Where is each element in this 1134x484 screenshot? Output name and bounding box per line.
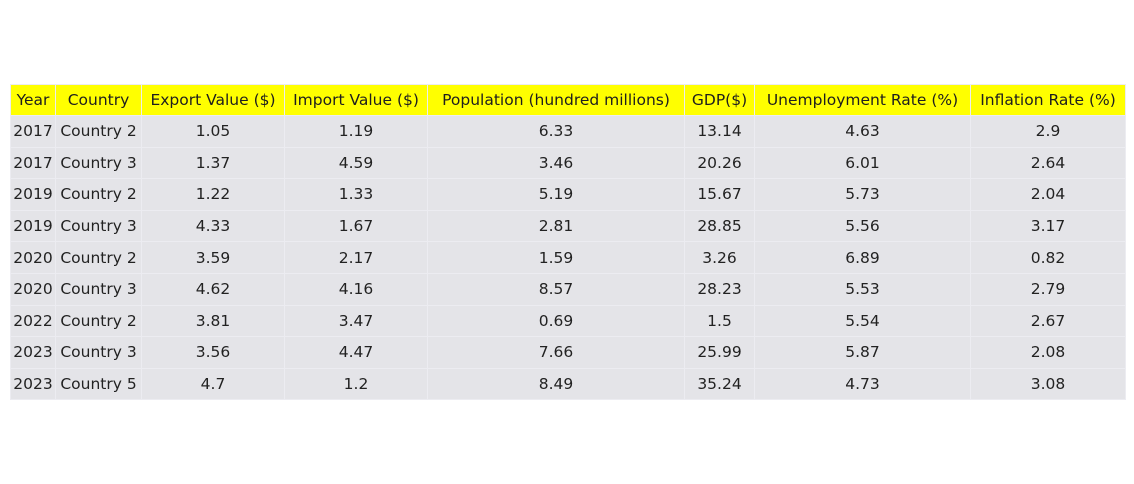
table-row: 2017 Country 2 1.05 1.19 6.33 13.14 4.63 2.9 <box>10 115 1126 148</box>
table-cell-export-value: 1.22 <box>141 178 285 211</box>
table-cell-population-hundred-millions: 2.81 <box>427 209 685 243</box>
table-cell-gdp: 28.23 <box>684 272 755 306</box>
table-cell-inflation-rate: 2.79 <box>970 272 1126 306</box>
column-header-unemployment-rate: Unemployment Rate (%) <box>754 84 971 116</box>
table-cell-export-value: 1.37 <box>141 146 285 180</box>
table-cell-unemployment-rate: 5.56 <box>754 209 971 243</box>
table-header-row: Year Country Export Value ($) Import Value … <box>10 84 1126 116</box>
table-cell-population-hundred-millions: 8.49 <box>427 367 685 401</box>
table-cell-country: Country 3 <box>55 209 142 243</box>
table-cell-country: Country 2 <box>55 115 142 148</box>
table-cell-country: Country 2 <box>55 241 142 274</box>
table-cell-year: 2023 <box>10 336 56 369</box>
table-cell-inflation-rate: 2.64 <box>970 146 1126 180</box>
table-cell-population-hundred-millions: 5.19 <box>427 178 685 211</box>
table-cell-gdp: 1.5 <box>684 304 755 338</box>
table-cell-gdp: 35.24 <box>684 367 755 401</box>
table-cell-population-hundred-millions: 3.46 <box>427 146 685 180</box>
table-cell-gdp: 28.85 <box>684 209 755 243</box>
table-cell-unemployment-rate: 4.73 <box>754 367 971 401</box>
column-header-gdp: GDP($) <box>684 84 755 116</box>
data-table: Year Country Export Value ($) Import Value … <box>10 84 1126 401</box>
table-cell-inflation-rate: 3.08 <box>970 367 1126 401</box>
table-cell-export-value: 4.7 <box>141 367 285 401</box>
table-cell-year: 2022 <box>10 304 56 338</box>
table-cell-import-value: 1.2 <box>284 367 428 401</box>
table-cell-population-hundred-millions: 7.66 <box>427 336 685 369</box>
table-cell-export-value: 4.33 <box>141 209 285 243</box>
table-cell-unemployment-rate: 6.01 <box>754 146 971 180</box>
table-cell-year: 2017 <box>10 115 56 148</box>
table-cell-import-value: 1.33 <box>284 178 428 211</box>
table-cell-import-value: 1.67 <box>284 209 428 243</box>
table-row: 2020 Country 3 4.62 4.16 8.57 28.23 5.53 2.79 <box>10 272 1126 306</box>
table-cell-population-hundred-millions: 6.33 <box>427 115 685 148</box>
table-row: 2020 Country 2 3.59 2.17 1.59 3.26 6.89 0.82 <box>10 241 1126 274</box>
column-header-year: Year <box>10 84 56 116</box>
table-cell-population-hundred-millions: 1.59 <box>427 241 685 274</box>
column-header-population-hundred-millions: Population (hundred millions) <box>427 84 685 116</box>
table-cell-year: 2019 <box>10 178 56 211</box>
table-cell-export-value: 4.62 <box>141 272 285 306</box>
table-cell-unemployment-rate: 5.53 <box>754 272 971 306</box>
table-cell-import-value: 1.19 <box>284 115 428 148</box>
table-cell-country: Country 3 <box>55 336 142 369</box>
table-cell-import-value: 4.16 <box>284 272 428 306</box>
table-cell-export-value: 3.81 <box>141 304 285 338</box>
table-row: 2019 Country 3 4.33 1.67 2.81 28.85 5.56 3.17 <box>10 209 1126 243</box>
table-cell-export-value: 1.05 <box>141 115 285 148</box>
column-header-country: Country <box>55 84 142 116</box>
table-cell-import-value: 3.47 <box>284 304 428 338</box>
table-cell-unemployment-rate: 4.63 <box>754 115 971 148</box>
table-cell-inflation-rate: 2.08 <box>970 336 1126 369</box>
table-cell-country: Country 3 <box>55 146 142 180</box>
table-body: 2017 Country 2 1.05 1.19 6.33 13.14 4.63 2.9 201… <box>10 115 1126 401</box>
table-cell-country: Country 2 <box>55 304 142 338</box>
table-cell-year: 2020 <box>10 272 56 306</box>
table-cell-gdp: 20.26 <box>684 146 755 180</box>
table-cell-gdp: 25.99 <box>684 336 755 369</box>
table-cell-inflation-rate: 3.17 <box>970 209 1126 243</box>
table-cell-inflation-rate: 0.82 <box>970 241 1126 274</box>
table-cell-inflation-rate: 2.9 <box>970 115 1126 148</box>
column-header-import-value: Import Value ($) <box>284 84 428 116</box>
table-cell-unemployment-rate: 5.54 <box>754 304 971 338</box>
table-cell-import-value: 4.59 <box>284 146 428 180</box>
table-cell-population-hundred-millions: 0.69 <box>427 304 685 338</box>
table-cell-year: 2017 <box>10 146 56 180</box>
table-cell-gdp: 13.14 <box>684 115 755 148</box>
table-row: 2023 Country 5 4.7 1.2 8.49 35.24 4.73 3.08 <box>10 367 1126 401</box>
data-table-container: Year Country Export Value ($) Import Value … <box>10 84 1126 401</box>
table-cell-import-value: 4.47 <box>284 336 428 369</box>
table-cell-gdp: 15.67 <box>684 178 755 211</box>
table-cell-year: 2019 <box>10 209 56 243</box>
table-cell-import-value: 2.17 <box>284 241 428 274</box>
table-cell-year: 2020 <box>10 241 56 274</box>
table-cell-country: Country 2 <box>55 178 142 211</box>
table-cell-country: Country 5 <box>55 367 142 401</box>
table-cell-year: 2023 <box>10 367 56 401</box>
column-header-inflation-rate: Inflation Rate (%) <box>970 84 1126 116</box>
table-cell-country: Country 3 <box>55 272 142 306</box>
table-row: 2019 Country 2 1.22 1.33 5.19 15.67 5.73 2.04 <box>10 178 1126 211</box>
table-row: 2022 Country 2 3.81 3.47 0.69 1.5 5.54 2.67 <box>10 304 1126 338</box>
table-cell-export-value: 3.59 <box>141 241 285 274</box>
table-cell-inflation-rate: 2.04 <box>970 178 1126 211</box>
table-cell-unemployment-rate: 5.87 <box>754 336 971 369</box>
table-row: 2017 Country 3 1.37 4.59 3.46 20.26 6.01 2.64 <box>10 146 1126 180</box>
table-row: 2023 Country 3 3.56 4.47 7.66 25.99 5.87 2.08 <box>10 336 1126 369</box>
table-cell-unemployment-rate: 6.89 <box>754 241 971 274</box>
table-cell-population-hundred-millions: 8.57 <box>427 272 685 306</box>
column-header-export-value: Export Value ($) <box>141 84 285 116</box>
table-cell-unemployment-rate: 5.73 <box>754 178 971 211</box>
table-cell-inflation-rate: 2.67 <box>970 304 1126 338</box>
table-cell-gdp: 3.26 <box>684 241 755 274</box>
table-cell-export-value: 3.56 <box>141 336 285 369</box>
